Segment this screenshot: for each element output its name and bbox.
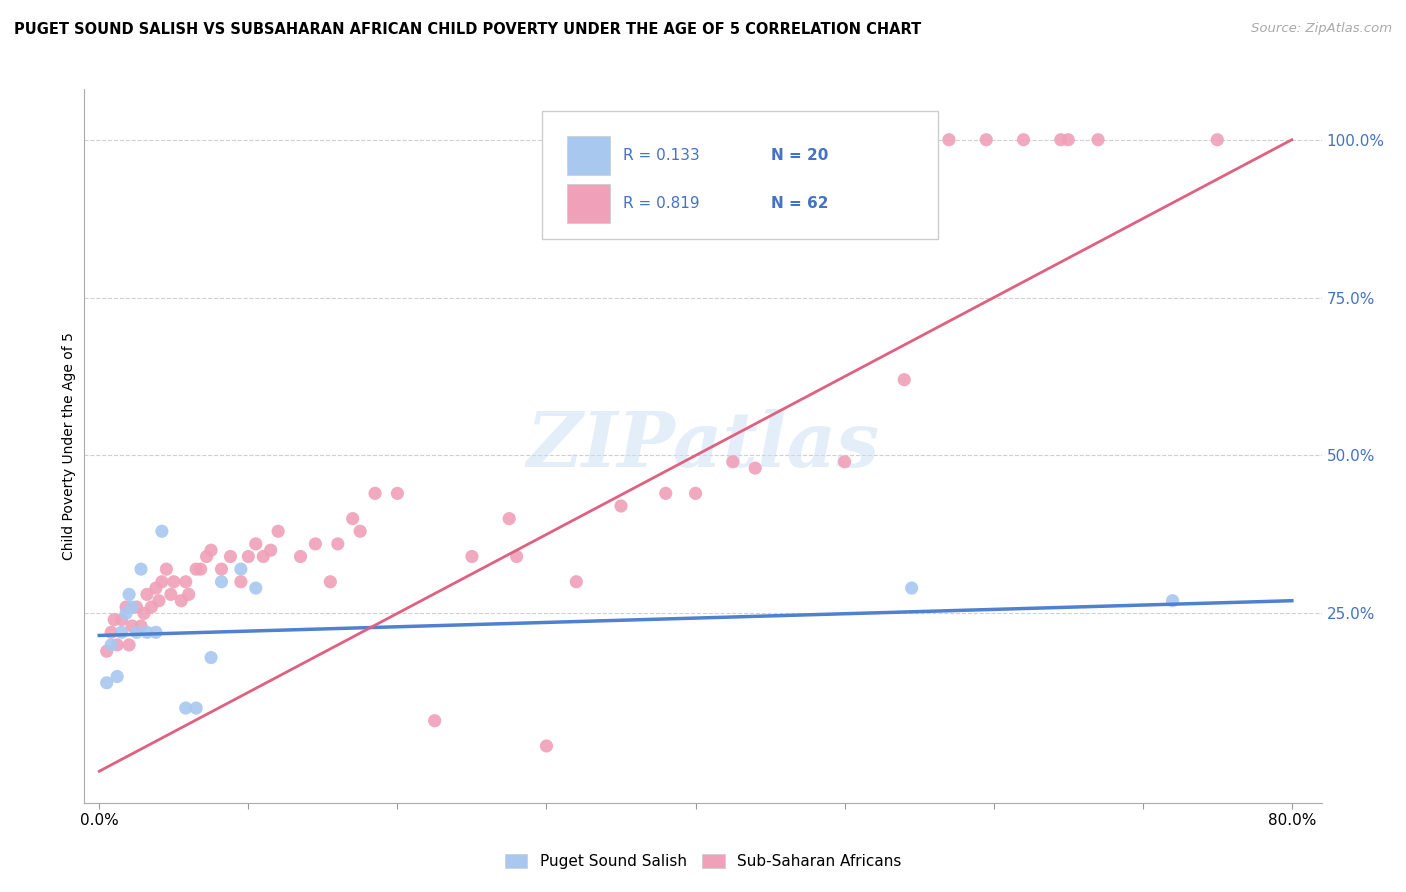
FancyBboxPatch shape [567,136,610,175]
Point [115,600,138,615]
Point [744,461,766,475]
Point [498,511,520,525]
Point [111,613,134,627]
Point [100,625,122,640]
Point [565,574,588,589]
Point [125,600,148,615]
Point [129,619,152,633]
Point [721,455,744,469]
Point [900,581,922,595]
Point [1057,133,1080,147]
Point [685,486,707,500]
Text: R = 0.133: R = 0.133 [623,148,699,162]
Point [159,587,181,601]
Point [505,549,527,564]
Point [893,373,915,387]
Text: N = 62: N = 62 [770,196,828,211]
Point [129,562,152,576]
Point [145,625,167,640]
FancyBboxPatch shape [567,184,610,223]
Point [290,549,312,564]
Point [1012,133,1035,147]
Point [170,593,193,607]
Point [141,600,163,615]
Point [536,739,558,753]
Point [174,574,197,589]
Point [326,537,349,551]
Point [100,638,122,652]
Point [155,562,177,576]
Y-axis label: Child Poverty Under the Age of 5: Child Poverty Under the Age of 5 [62,332,76,560]
Point [304,537,326,551]
Point [163,574,186,589]
Point [654,486,676,500]
Point [219,549,242,564]
Point [118,587,141,601]
Point [342,511,364,525]
Point [349,524,371,539]
Point [121,600,143,615]
Point [834,455,856,469]
Text: N = 20: N = 20 [770,148,828,162]
Point [148,593,170,607]
Point [267,524,290,539]
Point [118,638,141,652]
Point [974,133,997,147]
Point [145,581,167,595]
Point [96,675,118,690]
Point [229,562,252,576]
Point [125,625,148,640]
Point [174,701,197,715]
Point [252,549,274,564]
Point [150,524,173,539]
Point [319,574,342,589]
Point [115,607,138,621]
Text: R = 0.819: R = 0.819 [623,196,699,211]
Text: ZIPatlas: ZIPatlas [526,409,880,483]
Point [105,669,128,683]
Point [1087,133,1109,147]
Point [1161,593,1184,607]
Point [238,549,260,564]
Point [1049,133,1071,147]
Point [186,562,208,576]
Point [260,543,283,558]
Point [132,607,155,621]
Legend: Puget Sound Salish, Sub-Saharan Africans: Puget Sound Salish, Sub-Saharan Africans [498,848,908,875]
Point [105,638,128,652]
FancyBboxPatch shape [543,111,938,239]
Point [96,644,118,658]
Point [186,701,208,715]
Point [111,625,134,640]
Point [190,562,212,576]
Point [211,562,233,576]
Point [103,613,125,627]
Point [195,549,218,564]
Point [177,587,200,601]
Point [150,574,173,589]
Text: PUGET SOUND SALISH VS SUBSAHARAN AFRICAN CHILD POVERTY UNDER THE AGE OF 5 CORREL: PUGET SOUND SALISH VS SUBSAHARAN AFRICAN… [14,22,921,37]
Point [136,625,159,640]
Text: Source: ZipAtlas.com: Source: ZipAtlas.com [1251,22,1392,36]
Point [364,486,387,500]
Point [938,133,960,147]
Point [229,574,252,589]
Point [200,650,222,665]
Point [461,549,484,564]
Point [245,581,267,595]
Point [121,619,143,633]
Point [200,543,222,558]
Point [245,537,267,551]
Point [211,574,233,589]
Point [423,714,446,728]
Point [387,486,409,500]
Point [610,499,633,513]
Point [136,587,159,601]
Point [1206,133,1229,147]
